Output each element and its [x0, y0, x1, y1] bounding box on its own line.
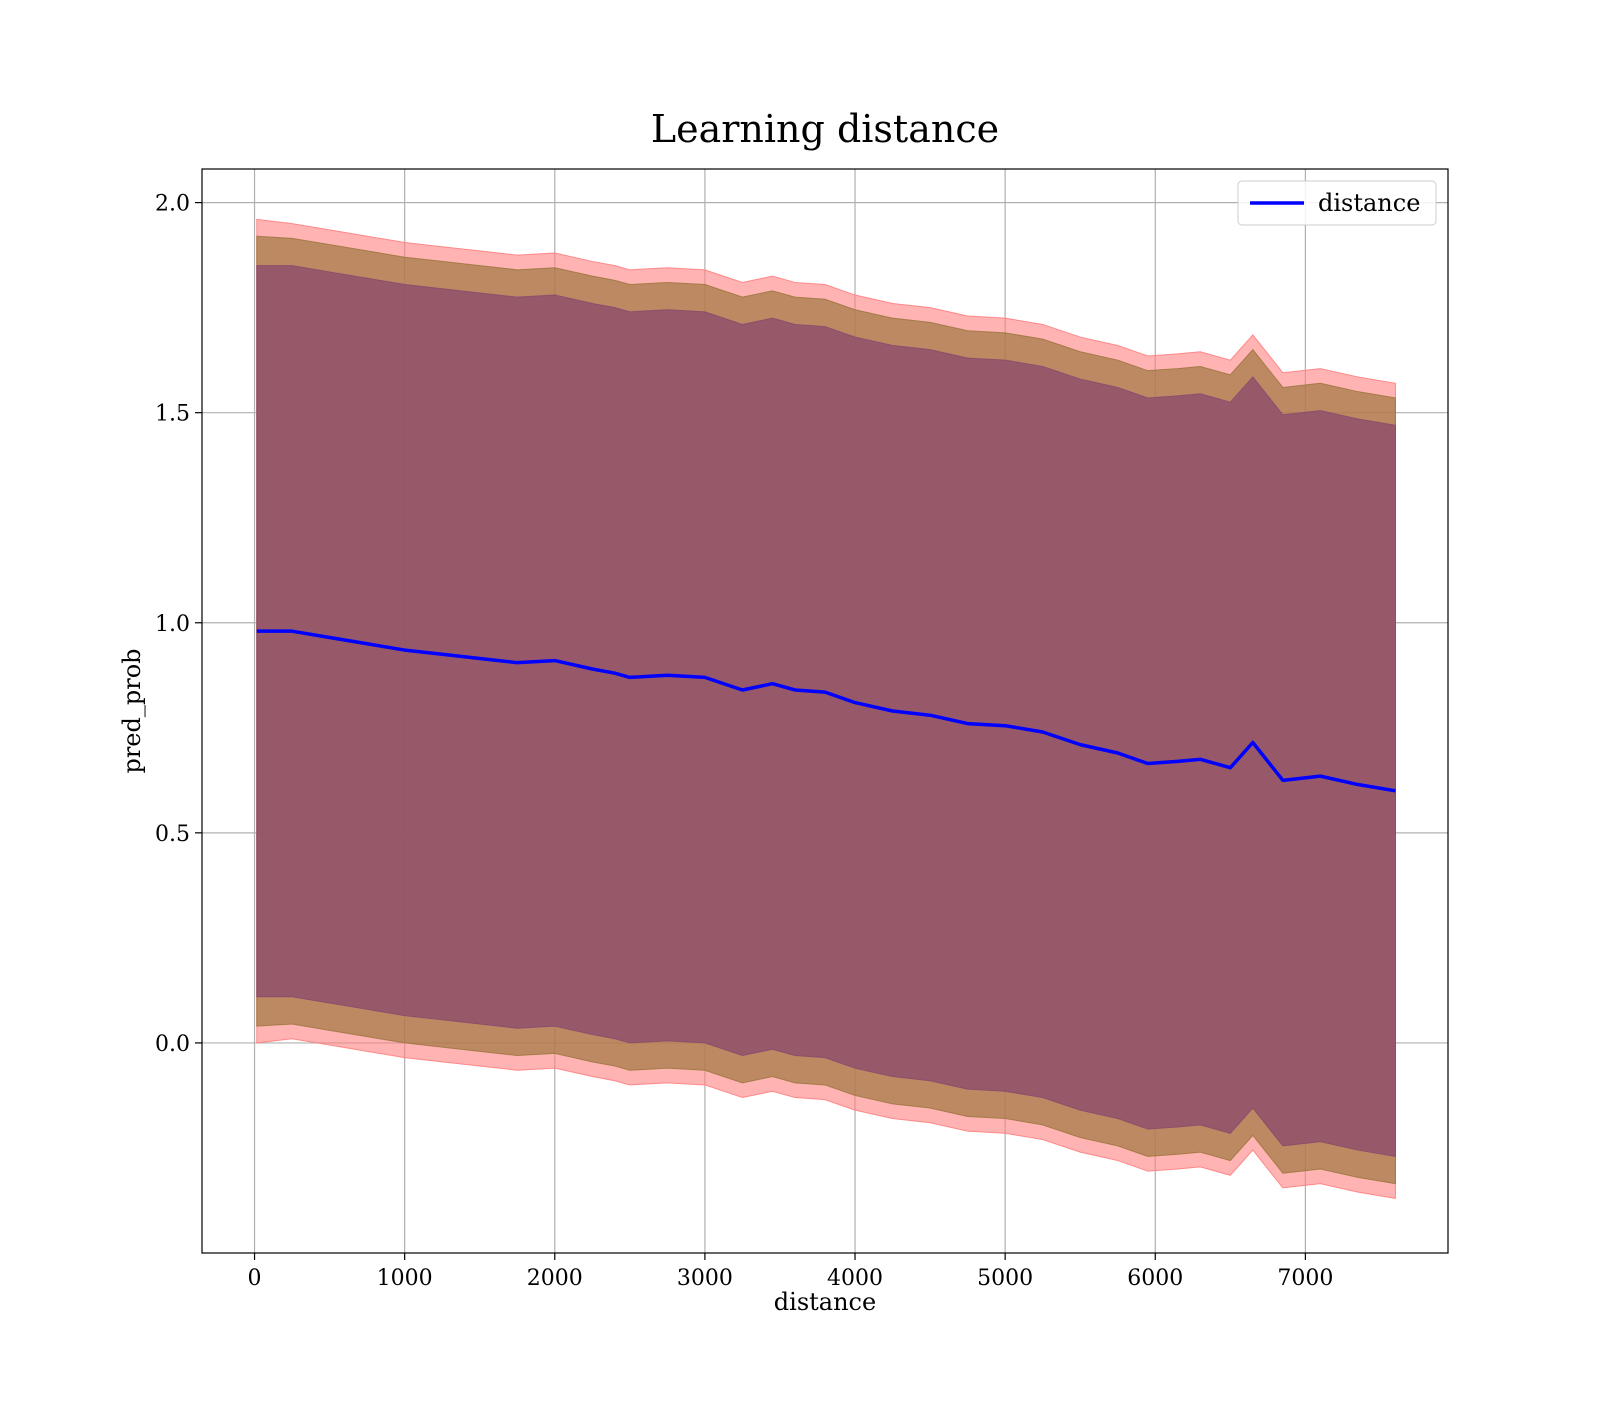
- x-tick-label-7: 7000: [1277, 1266, 1333, 1291]
- x-tick-label-0: 0: [248, 1266, 262, 1291]
- x-tick-label-6: 6000: [1127, 1266, 1183, 1291]
- x-tick-label-2: 2000: [527, 1266, 583, 1291]
- x-tick-label-3: 3000: [677, 1266, 733, 1291]
- x-tick-label-1: 1000: [377, 1266, 433, 1291]
- x-axis-ticks: 0 1000 2000 3000 4000 5000 6000 7000: [248, 1253, 1333, 1291]
- legend-label-distance: distance: [1318, 189, 1420, 217]
- y-tick-label-0: 0.0: [155, 1032, 190, 1057]
- series-line-distance: [256, 629, 1396, 793]
- y-tick-label-4: 2.0: [155, 192, 190, 217]
- y-axis-label: pred_prob: [118, 648, 146, 773]
- plot-area-frame: [201, 168, 1449, 1254]
- band-inner: [256, 265, 1396, 1157]
- series-lines: [256, 629, 1396, 793]
- chart-title: Learning distance: [651, 107, 999, 151]
- x-tick-label-5: 5000: [977, 1266, 1033, 1291]
- y-tick-label-1: 0.5: [155, 822, 190, 847]
- x-tick-label-4: 4000: [827, 1266, 883, 1291]
- y-tick-label-2: 1.0: [155, 612, 190, 637]
- y-axis-ticks: 0.0 0.5 1.0 1.5 2.0: [155, 192, 202, 1057]
- y-tick-label-3: 1.5: [155, 402, 190, 427]
- legend: distance: [1237, 180, 1437, 226]
- confidence-bands: [256, 218, 1396, 1199]
- legend-box: [1237, 180, 1437, 226]
- x-axis-label: distance: [774, 1288, 876, 1316]
